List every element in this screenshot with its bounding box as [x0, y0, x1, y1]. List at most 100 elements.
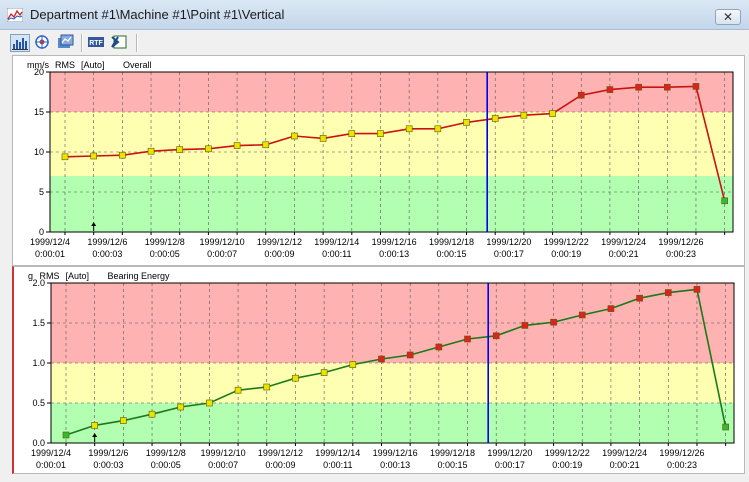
data-point [177, 403, 185, 411]
alarm-band [50, 176, 733, 232]
data-point [434, 125, 442, 133]
alarm-band [51, 283, 734, 363]
data-point [176, 146, 184, 153]
window-title: Department #1\Machine #1\Point #1\Vertic… [30, 7, 285, 22]
toolbar: RTF [0, 30, 749, 54]
chart-header-scale: [Auto] [81, 60, 105, 70]
toolbar-separator [81, 34, 83, 52]
x-tick-date-label: 1999/12/12 [258, 448, 303, 458]
trend-app-icon [7, 8, 23, 22]
data-point [378, 355, 385, 363]
data-point [263, 383, 271, 391]
spectrum-button[interactable] [33, 34, 53, 52]
x-tick-date-label: 1999/12/20 [486, 237, 531, 247]
x-tick-date-label: 1999/12/24 [602, 448, 647, 458]
data-point [491, 115, 499, 122]
reference-arrow-head [92, 433, 98, 437]
alarm-band [50, 112, 733, 176]
reference-arrow-head [91, 222, 97, 226]
x-tick-time-label: 0:00:09 [264, 249, 294, 259]
x-tick-date-label: 1999/12/20 [487, 448, 532, 458]
data-point [463, 119, 470, 126]
x-tick-date-label: 1999/12/26 [658, 237, 703, 247]
x-tick-date-label: 1999/12/14 [314, 237, 359, 247]
x-tick-time-label: 0:00:19 [552, 460, 582, 470]
data-point [234, 386, 242, 394]
plot-frame [50, 282, 735, 444]
chart-header-unit: mm/s [27, 60, 49, 70]
data-point [205, 145, 212, 153]
x-tick-date-label: 1999/12/12 [257, 237, 302, 247]
x-tick-time-label: 0:00:07 [208, 460, 238, 470]
x-tick-date-label: 1999/12/8 [145, 237, 185, 247]
excel-export-button[interactable] [110, 34, 130, 52]
x-tick-time-label: 0:00:07 [207, 249, 237, 259]
y-tick-label: 5 [39, 187, 44, 197]
x-tick-date-label: 1999/12/16 [372, 237, 417, 247]
x-tick-date-label: 1999/12/24 [601, 237, 646, 247]
data-point [348, 130, 356, 137]
y-tick-label: 10 [34, 147, 44, 157]
x-tick-time-label: 0:00:21 [609, 249, 639, 259]
x-tick-date-label: 1999/12/18 [430, 448, 475, 458]
data-point [233, 142, 241, 149]
data-point [61, 153, 69, 161]
data-point [521, 322, 529, 329]
y-tick-label: 2.0 [32, 278, 45, 288]
plot-frame [49, 71, 734, 233]
x-tick-date-label: 1999/12/4 [30, 237, 70, 247]
data-point [349, 361, 357, 368]
data-point [606, 86, 614, 93]
chart-panel-overall: mm/s RMS [Auto] Overall 0 5 10 15 20 1999/12/4 0:0… [12, 55, 745, 266]
x-tick-time-label: 0:00:15 [438, 460, 468, 470]
data-point [91, 422, 98, 429]
x-tick-date-label: 1999/12/16 [373, 448, 418, 458]
close-button[interactable]: ✕ [715, 9, 741, 25]
x-tick-time-label: 0:00:17 [495, 460, 525, 470]
series-line [64, 85, 726, 201]
trend-chart-button[interactable] [10, 34, 30, 52]
x-tick-date-label: 1999/12/6 [87, 237, 127, 247]
x-tick-date-label: 1999/12/6 [88, 448, 128, 458]
data-point [492, 332, 500, 340]
data-point [148, 410, 156, 418]
excel-export-icon [111, 35, 127, 49]
x-tick-time-label: 0:00:17 [494, 249, 524, 259]
data-point [520, 111, 528, 119]
data-point [435, 343, 443, 351]
x-tick-date-label: 1999/12/8 [146, 448, 186, 458]
data-point [721, 197, 728, 205]
data-point [692, 83, 700, 90]
data-point [291, 132, 298, 140]
y-tick-label: 1.5 [32, 318, 45, 328]
rtf-export-button[interactable]: RTF [87, 34, 107, 52]
spectrum-icon [35, 35, 49, 49]
chart-panel-bearing-energy: g RMS [Auto] Bearing Energy 0.0 0.5 1.0 1.5 2.0 1… [12, 266, 745, 474]
chart-header-name: Bearing Energy [108, 271, 171, 281]
x-tick-date-label: 1999/12/18 [429, 237, 474, 247]
data-point [147, 147, 155, 155]
data-point [320, 369, 328, 376]
data-point [636, 294, 643, 302]
x-tick-time-label: 0:00:13 [379, 249, 409, 259]
settings-button[interactable] [56, 34, 76, 52]
trend-chart-icon [12, 38, 28, 50]
rtf-export-icon: RTF [88, 37, 104, 47]
data-point [549, 110, 556, 117]
x-tick-date-label: 1999/12/26 [659, 448, 704, 458]
data-point [262, 141, 270, 149]
x-tick-date-label: 1999/12/14 [315, 448, 360, 458]
y-tick-label: 0 [39, 227, 44, 237]
data-point [664, 289, 672, 296]
data-point [406, 351, 414, 359]
data-point [377, 130, 384, 137]
x-tick-time-label: 0:00:09 [265, 460, 295, 470]
y-tick-label: 0.5 [32, 398, 45, 408]
data-point [292, 374, 299, 382]
y-tick-label: 20 [34, 67, 44, 77]
chart-header-name: Overall [123, 60, 152, 70]
data-point [90, 152, 97, 160]
series-line [65, 288, 727, 436]
x-tick-time-label: 0:00:21 [610, 460, 640, 470]
x-tick-time-label: 0:00:03 [92, 249, 122, 259]
